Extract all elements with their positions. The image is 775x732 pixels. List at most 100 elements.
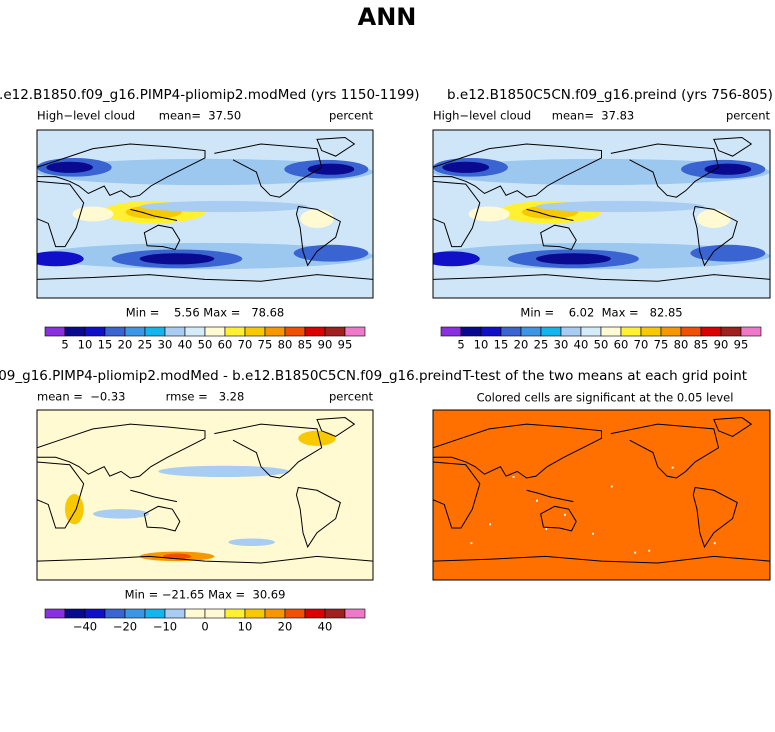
map — [37, 410, 373, 580]
left-label: High−level cloud — [37, 109, 135, 123]
map — [433, 130, 770, 298]
map-frame — [36, 129, 374, 299]
right-label: percent — [329, 109, 374, 123]
colorbar-label: 25 — [138, 338, 153, 352]
colorbar-box — [500, 326, 522, 337]
colorbar-label: −10 — [153, 620, 177, 634]
colorbar-label: 90 — [714, 338, 729, 352]
colorbar-box — [480, 326, 502, 337]
colorbar-label: 20 — [514, 338, 529, 352]
panel-title: b.e12.B1850.f09_g16.PIMP4-pliomip2.modMe… — [0, 87, 420, 103]
colorbar-label: 60 — [218, 338, 233, 352]
colorbar-box — [284, 608, 306, 619]
colorbar-box — [144, 326, 166, 337]
min-max: Min = 5.56 Max = 78.68 — [126, 306, 285, 320]
panel-title: b.e12.B1850C5CN.f09_g16.preind (yrs 756-… — [447, 87, 773, 103]
colorbar-label: 85 — [694, 338, 709, 352]
colorbar-label: 10 — [238, 620, 253, 634]
colorbar-label: −20 — [113, 620, 137, 634]
colorbar-box — [84, 608, 106, 619]
colorbar-box — [104, 608, 126, 619]
colorbar-box — [344, 608, 366, 619]
insignificant-cells — [470, 466, 716, 554]
colorbar-box — [344, 326, 366, 337]
colorbar-box — [304, 326, 326, 337]
colorbar-label: −40 — [73, 620, 97, 634]
colorbar-box — [224, 326, 246, 337]
colorbar-box — [580, 326, 602, 337]
colorbar-label: 15 — [494, 338, 509, 352]
panel-subtitle: Colored cells are significant at the 0.0… — [477, 391, 734, 405]
colorbar-label: 80 — [278, 338, 293, 352]
colorbar-label: 40 — [318, 620, 333, 634]
colorbar-box — [640, 326, 662, 337]
colorbar-box — [440, 326, 462, 337]
center-label: mean= 37.50 — [159, 109, 241, 123]
colorbar-label: 80 — [674, 338, 689, 352]
map-frame — [432, 409, 771, 581]
colorbar-label: 30 — [554, 338, 569, 352]
map-frame — [432, 129, 771, 299]
left-label: High−level cloud — [433, 109, 531, 123]
colorbar-box — [84, 326, 106, 337]
colorbar-label: 20 — [118, 338, 133, 352]
map — [433, 410, 770, 580]
colorbar-box — [204, 608, 226, 619]
colorbar-label: 40 — [178, 338, 193, 352]
colorbar-box — [324, 326, 346, 337]
colorbar-label: 60 — [614, 338, 629, 352]
colorbar-box — [520, 326, 542, 337]
right-label: percent — [726, 109, 771, 123]
min-max: Min = 6.02 Max = 82.85 — [520, 306, 682, 320]
colorbar-box — [204, 326, 226, 337]
colorbar-label: 70 — [238, 338, 253, 352]
colorbar-label: 5 — [457, 338, 464, 352]
colorbar-label: 50 — [594, 338, 609, 352]
colorbar-box — [540, 326, 562, 337]
center-label: mean= 37.83 — [552, 109, 634, 123]
figure-title: ANN — [358, 3, 417, 31]
colorbar-label: 50 — [198, 338, 213, 352]
panel-title: T-test of the two means at each grid poi… — [462, 368, 747, 384]
colorbar-box — [720, 326, 742, 337]
colorbar-box — [104, 326, 126, 337]
colorbar-box — [284, 326, 306, 337]
colorbar-label: 75 — [258, 338, 273, 352]
colorbar-box — [660, 326, 682, 337]
center-label: rmse = 3.28 — [166, 390, 245, 404]
colorbar-box — [64, 608, 86, 619]
colorbar-box — [264, 608, 286, 619]
colorbar-box — [304, 608, 326, 619]
colorbar-label: 5 — [61, 338, 68, 352]
min-max: Min = −21.65 Max = 30.69 — [125, 588, 286, 602]
colorbar-box — [44, 326, 66, 337]
colorbar-box — [600, 326, 622, 337]
colorbar-box — [164, 326, 186, 337]
panel-title: b.e12.B1850.f09_g16.PIMP4-pliomip2.modMe… — [0, 368, 462, 384]
right-label: percent — [329, 390, 374, 404]
colorbar-box — [44, 608, 66, 619]
colorbar-box — [224, 608, 246, 619]
colorbar-box — [680, 326, 702, 337]
colorbar-box — [264, 326, 286, 337]
colorbar-label: 85 — [298, 338, 313, 352]
colorbar-box — [324, 608, 346, 619]
colorbar-label: 90 — [318, 338, 333, 352]
map — [37, 130, 373, 298]
colorbar-box — [144, 608, 166, 619]
colorbar-box — [700, 326, 722, 337]
colorbar-label: 95 — [338, 338, 353, 352]
colorbar-label: 15 — [98, 338, 113, 352]
colorbar-label: 95 — [734, 338, 749, 352]
colorbar-label: 30 — [158, 338, 173, 352]
colorbar-label: 25 — [534, 338, 549, 352]
colorbar-box — [184, 608, 206, 619]
colorbar-box — [124, 608, 146, 619]
colorbar-box — [560, 326, 582, 337]
colorbar-box — [64, 326, 86, 337]
colorbar-box — [124, 326, 146, 337]
colorbar-box — [244, 608, 266, 619]
colorbar-label: 10 — [474, 338, 489, 352]
colorbar-box — [460, 326, 482, 337]
